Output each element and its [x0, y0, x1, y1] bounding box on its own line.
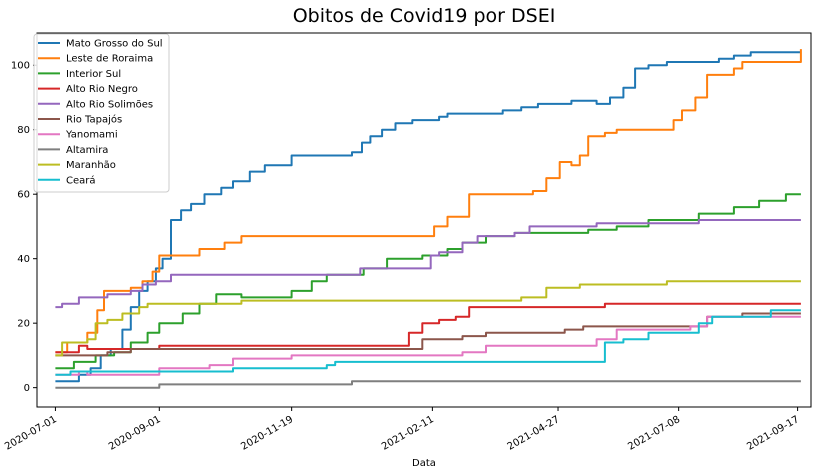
x-tick-label: 2021-02-11	[380, 414, 436, 453]
y-tick-label: 20	[17, 319, 30, 330]
chart-title: Obitos de Covid19 por DSEI	[293, 5, 556, 27]
series-line	[55, 219, 801, 309]
legend: Mato Grosso do Sul Leste de Roraima Interi…	[33, 33, 170, 193]
legend-label: Maranhão	[66, 160, 116, 171]
x-tick-label: 2021-04-27	[506, 414, 562, 453]
x-tick-label: 2020-11-19	[239, 414, 295, 453]
x-tick-label: 2021-09-17	[745, 414, 801, 453]
y-tick-label: 0	[24, 383, 30, 394]
series-line	[55, 380, 801, 389]
series-line	[55, 49, 802, 354]
series-lines	[55, 49, 802, 389]
x-tick-label: 2020-07-01	[3, 414, 59, 453]
x-axis: 2020-07-01 2020-09-01 2020-11-19 2021-02-11…	[3, 407, 801, 453]
x-tick-label: 2021-07-08	[626, 414, 682, 453]
y-tick-label: 80	[17, 125, 30, 136]
legend-label: Alto Rio Negro	[66, 84, 138, 95]
legend-label: Altamira	[66, 145, 108, 156]
y-tick-label: 60	[17, 190, 30, 201]
series-line	[55, 312, 801, 357]
series-line	[55, 309, 801, 376]
legend-label: Leste de Roraima	[66, 54, 153, 65]
legend-label: Rio Tapajós	[66, 114, 122, 126]
legend-label: Alto Rio Solimões	[66, 99, 153, 110]
legend-label: Ceará	[66, 174, 96, 186]
x-tick-label: 2020-09-01	[107, 414, 163, 453]
y-tick-label: 40	[17, 254, 30, 265]
series-line	[55, 315, 801, 376]
series-line	[55, 280, 801, 357]
legend-label: Mato Grosso do Sul	[66, 39, 163, 50]
legend-box	[33, 33, 170, 193]
x-axis-label: Data	[412, 458, 436, 469]
legend-label: Yanomami	[65, 130, 118, 141]
y-axis: 0 20 40 60 80 100	[11, 61, 37, 394]
legend-label: Interior Sul	[66, 69, 121, 80]
series-line	[55, 193, 801, 370]
series-line	[55, 51, 801, 383]
y-tick-label: 100	[11, 61, 30, 72]
plot-frame	[36, 32, 812, 408]
series-line	[55, 302, 801, 354]
